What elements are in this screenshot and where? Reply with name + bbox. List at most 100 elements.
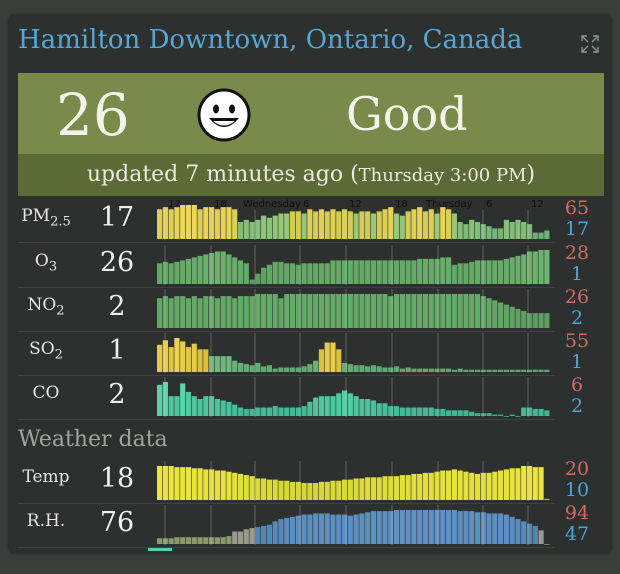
pm25-bar-50	[446, 209, 452, 239]
smiley-face-icon	[197, 88, 251, 142]
temp-history-chart[interactable]	[157, 459, 550, 503]
pm25-bar-46	[422, 211, 429, 240]
co-max-value: 6	[570, 374, 584, 396]
temp-bar-29	[324, 481, 330, 500]
so2-bar-64	[526, 369, 533, 372]
no2-bar-41	[393, 294, 400, 328]
row-temp[interactable]: Temp 18 20 10	[18, 459, 589, 504]
pm25-bar-21	[278, 213, 284, 239]
o3-bar-33	[347, 260, 353, 284]
rh-bar-40	[388, 511, 394, 544]
row-o3[interactable]: O3 26 28 1	[18, 243, 589, 288]
rh-bar-8	[203, 537, 209, 544]
rh-bar-0	[157, 538, 163, 544]
so2-bar-60	[503, 369, 509, 372]
temp-bar-32	[341, 479, 348, 500]
co-history-chart[interactable]	[157, 375, 550, 419]
co-bar-65	[532, 408, 538, 416]
so2-bar-49	[440, 368, 446, 372]
no2-history-chart[interactable]	[157, 287, 550, 331]
temp-bar-50	[446, 470, 452, 500]
no2-bar-9	[209, 296, 215, 329]
temp-bar-22	[284, 480, 290, 500]
o3-bar-32	[341, 260, 348, 284]
co-name: CO	[18, 383, 74, 403]
rh-bar-15	[243, 529, 249, 544]
so2-name-text: SO	[29, 339, 55, 359]
temp-bar-28	[318, 481, 325, 500]
aqi-value: 26	[56, 81, 130, 149]
pm25-bar-32	[341, 209, 348, 239]
no2-bar-32	[341, 294, 348, 328]
so2-bar-37	[370, 365, 377, 372]
row-rh[interactable]: R.H. 76 94 47	[18, 503, 589, 548]
rh-bar-32	[341, 514, 348, 544]
expand-icon[interactable]	[581, 35, 599, 53]
o3-history-chart[interactable]	[157, 243, 550, 287]
co-bar-58	[492, 414, 498, 416]
no2-bar-58	[492, 300, 498, 329]
temp-bar-4	[180, 467, 186, 500]
rh-bar-20	[272, 521, 278, 544]
no2-bar-57	[486, 298, 492, 328]
o3-name-text: O	[34, 251, 49, 271]
o3-bar-24	[295, 264, 301, 284]
rh-history-chart[interactable]	[157, 503, 550, 547]
row-co[interactable]: CO 2 6 2	[18, 375, 583, 420]
pm25-bar-67	[544, 230, 550, 239]
no2-bar-26	[307, 294, 313, 328]
no2-bar-22	[284, 294, 290, 328]
pm25-bar-13	[232, 209, 238, 239]
so2-history-chart[interactable]	[157, 331, 550, 375]
o3-bar-56	[480, 260, 486, 284]
temp-bar-44	[411, 473, 417, 500]
pm25-bar-60	[503, 219, 509, 240]
temp-bar-1	[162, 466, 168, 500]
rh-bar-48	[434, 510, 440, 544]
pm25-bar-42	[399, 215, 405, 240]
pm25-max-value: 65	[564, 197, 590, 219]
rh-min-value: 47	[564, 523, 590, 545]
o3-bar-54	[469, 261, 475, 284]
pm25-bar-14	[237, 222, 244, 239]
pm25-history-chart[interactable]: 12 18 Wednesday 6 12 18 Thursday 6 12	[157, 198, 550, 242]
so2-max-value: 55	[564, 330, 590, 352]
temp-bar-35	[359, 478, 365, 500]
pm25-bar-40	[388, 207, 394, 240]
no2-bar-28	[318, 294, 325, 328]
row-so2[interactable]: SO2 1 55 1	[18, 331, 589, 376]
o3-bar-25	[301, 263, 307, 284]
no2-bar-31	[336, 294, 342, 328]
pm25-bar-7	[197, 209, 203, 239]
rh-max-value: 94	[564, 502, 590, 524]
co-bar-42	[399, 407, 405, 416]
o3-bar-31	[336, 260, 342, 284]
so2-bar-11	[220, 356, 226, 372]
aqi-summary-panel: 26 Good updated 7 minutes ago (Thursday …	[18, 73, 604, 196]
row-no2[interactable]: NO2 2 26 2	[18, 287, 589, 332]
co-bar-27	[313, 397, 319, 416]
pm25-bar-0	[157, 209, 163, 239]
temp-bar-7	[197, 468, 203, 500]
pm25-bar-25	[301, 213, 307, 239]
co-bar-38	[376, 403, 382, 416]
row-pm25[interactable]: PM2.5 17 12 18 Wednesday 6 12 18 Thursday 6 12 65 17	[18, 198, 589, 243]
rh-bar-47	[428, 510, 434, 544]
co-bar-34	[353, 396, 359, 416]
pm25-bar-8	[203, 207, 209, 240]
o3-bar-42	[399, 260, 405, 284]
pm25-bar-1	[162, 207, 168, 240]
pm25-min-max: 65 17	[555, 198, 599, 240]
so2-bar-51	[451, 369, 457, 372]
rh-bar-2	[168, 538, 174, 544]
temp-bar-9	[209, 469, 215, 500]
station-title[interactable]: Hamilton Downtown, Ontario, Canada	[18, 25, 523, 55]
so2-bar-4	[180, 341, 186, 372]
so2-bar-15	[243, 364, 249, 372]
temp-bar-27	[313, 483, 319, 500]
pm25-bar-20	[272, 215, 278, 240]
o3-bar-12	[226, 254, 232, 284]
o3-bar-8	[203, 254, 209, 284]
so2-name: SO2	[18, 339, 74, 362]
pm25-bar-6	[191, 205, 197, 239]
